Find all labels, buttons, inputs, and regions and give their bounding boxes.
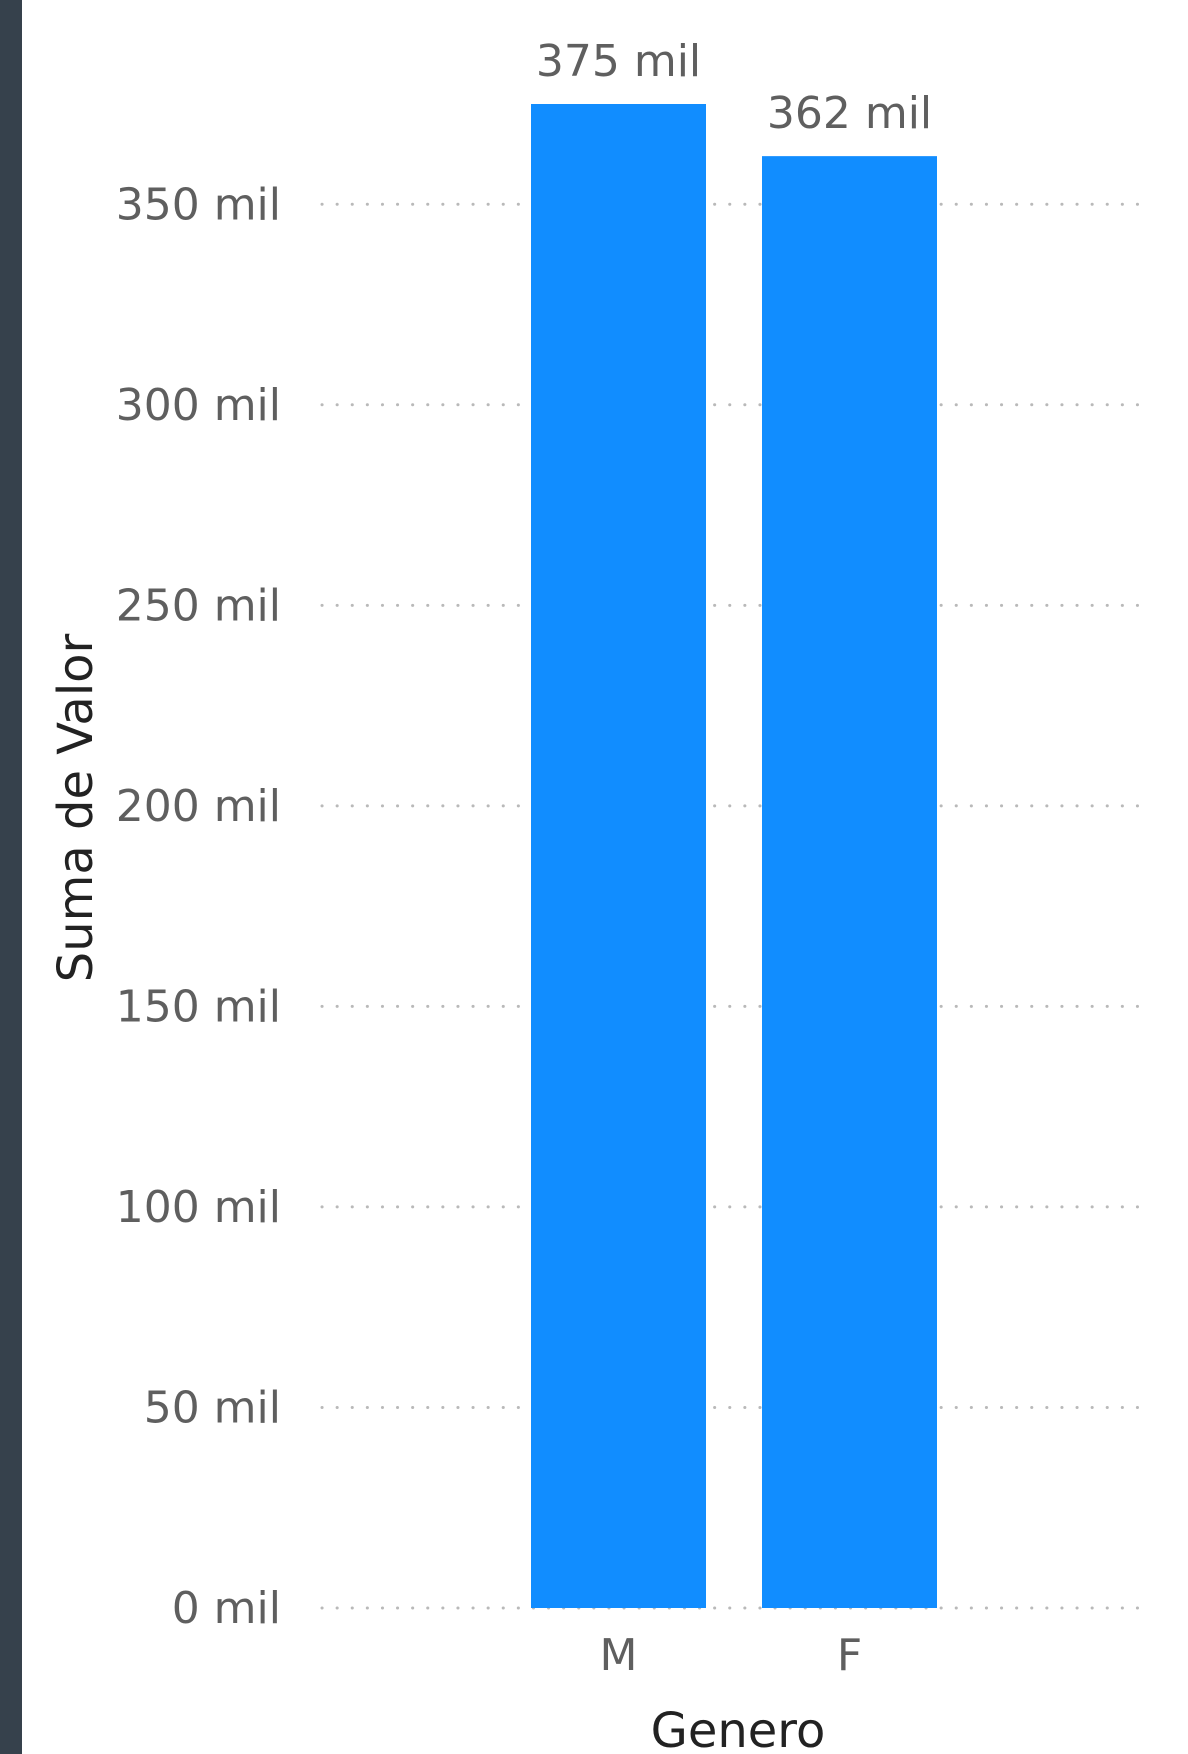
bar-m	[531, 104, 706, 1608]
y-axis-ticks: 0 mil 50 mil 100 mil 150 mil 200 mil 250 mil 3…	[116, 179, 281, 1634]
y-tick-label: 350 mil	[116, 179, 281, 230]
y-tick-label: 50 mil	[144, 1382, 281, 1433]
y-tick-label: 250 mil	[116, 580, 281, 631]
y-tick-label: 150 mil	[116, 981, 281, 1032]
data-label: 362 mil	[767, 88, 932, 139]
y-tick-label: 200 mil	[116, 781, 281, 832]
gridlines	[320, 202, 1148, 1610]
y-axis-title: Suma de Valor	[48, 633, 104, 982]
data-label: 375 mil	[536, 36, 701, 87]
y-tick-label: 300 mil	[116, 380, 281, 431]
bars	[531, 104, 937, 1608]
y-tick-label: 0 mil	[172, 1583, 281, 1634]
y-tick-label: 100 mil	[116, 1182, 281, 1233]
x-tick-label: F	[837, 1630, 862, 1681]
x-tick-label: M	[600, 1630, 638, 1681]
data-labels: 375 mil 362 mil	[536, 36, 932, 139]
bar-f	[762, 156, 937, 1608]
x-axis-title: Genero	[651, 1703, 826, 1754]
